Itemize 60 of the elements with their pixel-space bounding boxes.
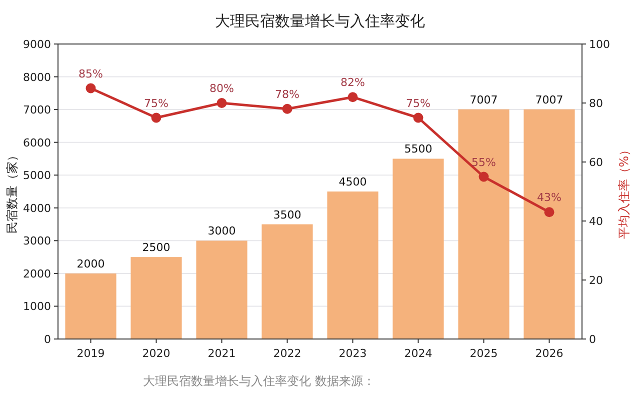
point xyxy=(413,112,424,123)
bar xyxy=(392,158,444,339)
y-tick-label: 1000 xyxy=(23,300,51,314)
bar xyxy=(196,240,248,339)
data-label: 82% xyxy=(340,76,365,90)
y-tick-label: 9000 xyxy=(23,38,51,51)
y2-axis-title: 平均入住率（%） xyxy=(617,144,631,240)
data-label: 80% xyxy=(210,82,234,95)
y2-tick-label: 0 xyxy=(589,333,596,346)
bar xyxy=(130,257,182,339)
point xyxy=(216,98,227,108)
y2-tick-label: 60 xyxy=(589,156,603,169)
x-tick-label: 2023 xyxy=(338,347,367,360)
x-tick-label: 2026 xyxy=(535,347,564,360)
chart-title: 大理民宿数量增长与入住率变化 xyxy=(215,12,425,30)
data-label: 4500 xyxy=(338,176,367,188)
point xyxy=(282,104,292,114)
data-label: 3000 xyxy=(208,224,236,238)
data-label: 3500 xyxy=(273,208,302,222)
point xyxy=(478,172,489,182)
y-tick-label: 4000 xyxy=(23,202,51,215)
x-tick-label: 2024 xyxy=(404,347,432,360)
data-label: 55% xyxy=(472,156,496,169)
point xyxy=(348,92,358,102)
x-tick-label: 2019 xyxy=(76,347,105,360)
x-tick-label: 2021 xyxy=(208,347,236,360)
bar xyxy=(458,109,510,339)
y-axis-title: 民宿数量（家） xyxy=(5,150,19,234)
x-tick-label: 2020 xyxy=(142,347,170,360)
data-label: 2500 xyxy=(142,241,170,254)
point xyxy=(151,112,162,123)
y2-tick-label: 40 xyxy=(589,215,603,228)
y-tick-label: 8000 xyxy=(23,70,51,84)
point xyxy=(86,83,96,94)
data-label: 85% xyxy=(78,67,103,80)
data-label: 78% xyxy=(275,88,300,101)
y-tick-label: 3000 xyxy=(23,234,51,248)
y-tick-label: 0 xyxy=(44,333,51,346)
data-label: 75% xyxy=(144,96,168,110)
text: 大理民宿数量增长与入住率变化 数据来源： xyxy=(143,374,375,388)
bar xyxy=(65,273,116,339)
data-label: 2000 xyxy=(76,257,105,270)
bar xyxy=(262,224,313,339)
y-tick-label: 2000 xyxy=(23,267,51,280)
y-tick-label: 7000 xyxy=(23,104,51,117)
x-tick-label: 2022 xyxy=(273,347,302,360)
y-tick-label: 5000 xyxy=(23,169,51,182)
data-label: 7007 xyxy=(535,93,564,106)
data-label: 75% xyxy=(406,96,430,110)
y2-tick-label: 20 xyxy=(589,274,603,287)
data-label: 43% xyxy=(537,191,562,204)
data-label: 5500 xyxy=(404,142,432,156)
point xyxy=(544,207,554,218)
bar xyxy=(327,192,378,339)
data-label: 7007 xyxy=(470,93,498,106)
x-tick-label: 2025 xyxy=(470,347,498,360)
y2-tick-label: 80 xyxy=(589,97,603,110)
y-tick-label: 6000 xyxy=(23,136,51,150)
bar xyxy=(524,109,575,339)
y2-tick-label: 100 xyxy=(589,38,610,51)
